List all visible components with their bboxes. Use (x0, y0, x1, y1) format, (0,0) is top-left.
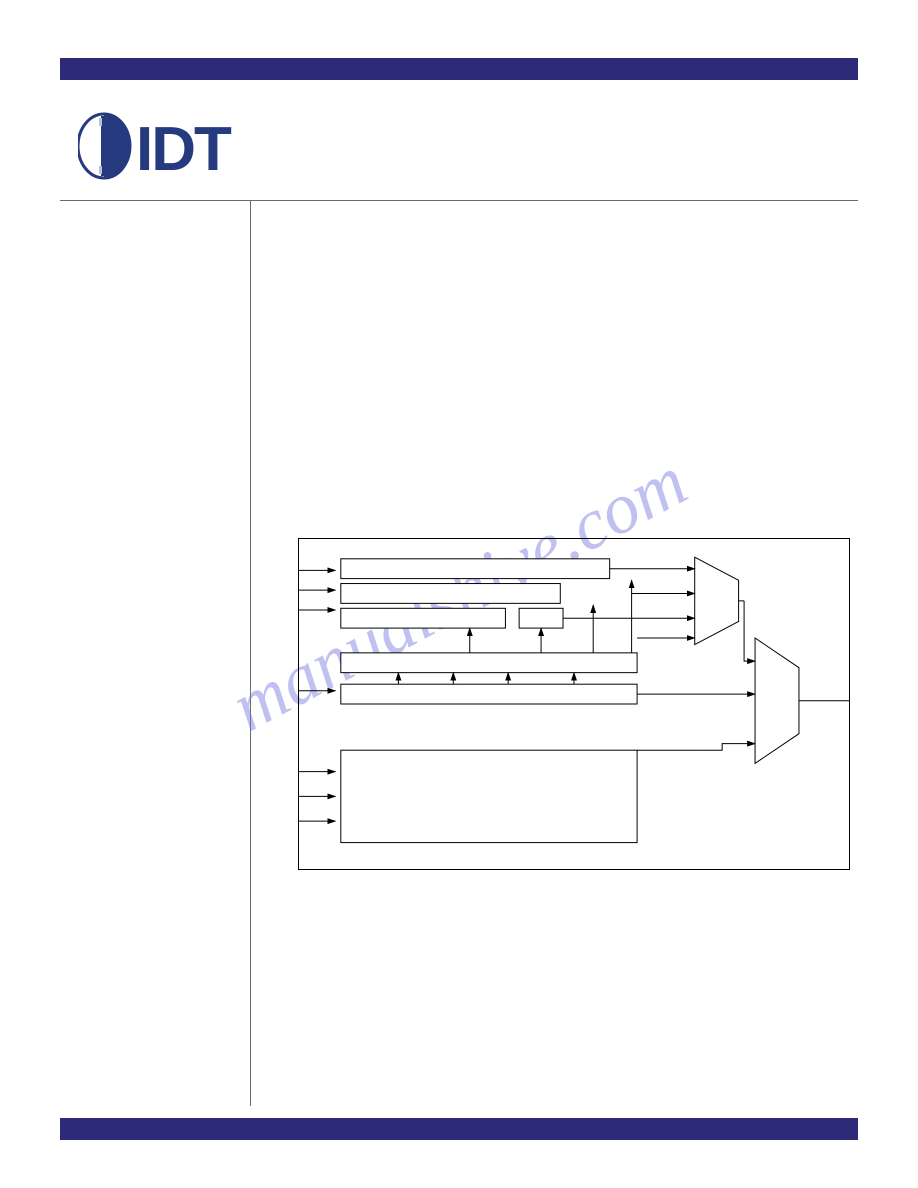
horizontal-divider (60, 200, 858, 201)
idt-logo: IDT (78, 108, 308, 184)
header-bar (60, 58, 858, 80)
footer-bar (60, 1118, 858, 1140)
vertical-divider (250, 200, 251, 1106)
svg-text:IDT: IDT (136, 115, 232, 184)
block-diagram (298, 538, 850, 870)
